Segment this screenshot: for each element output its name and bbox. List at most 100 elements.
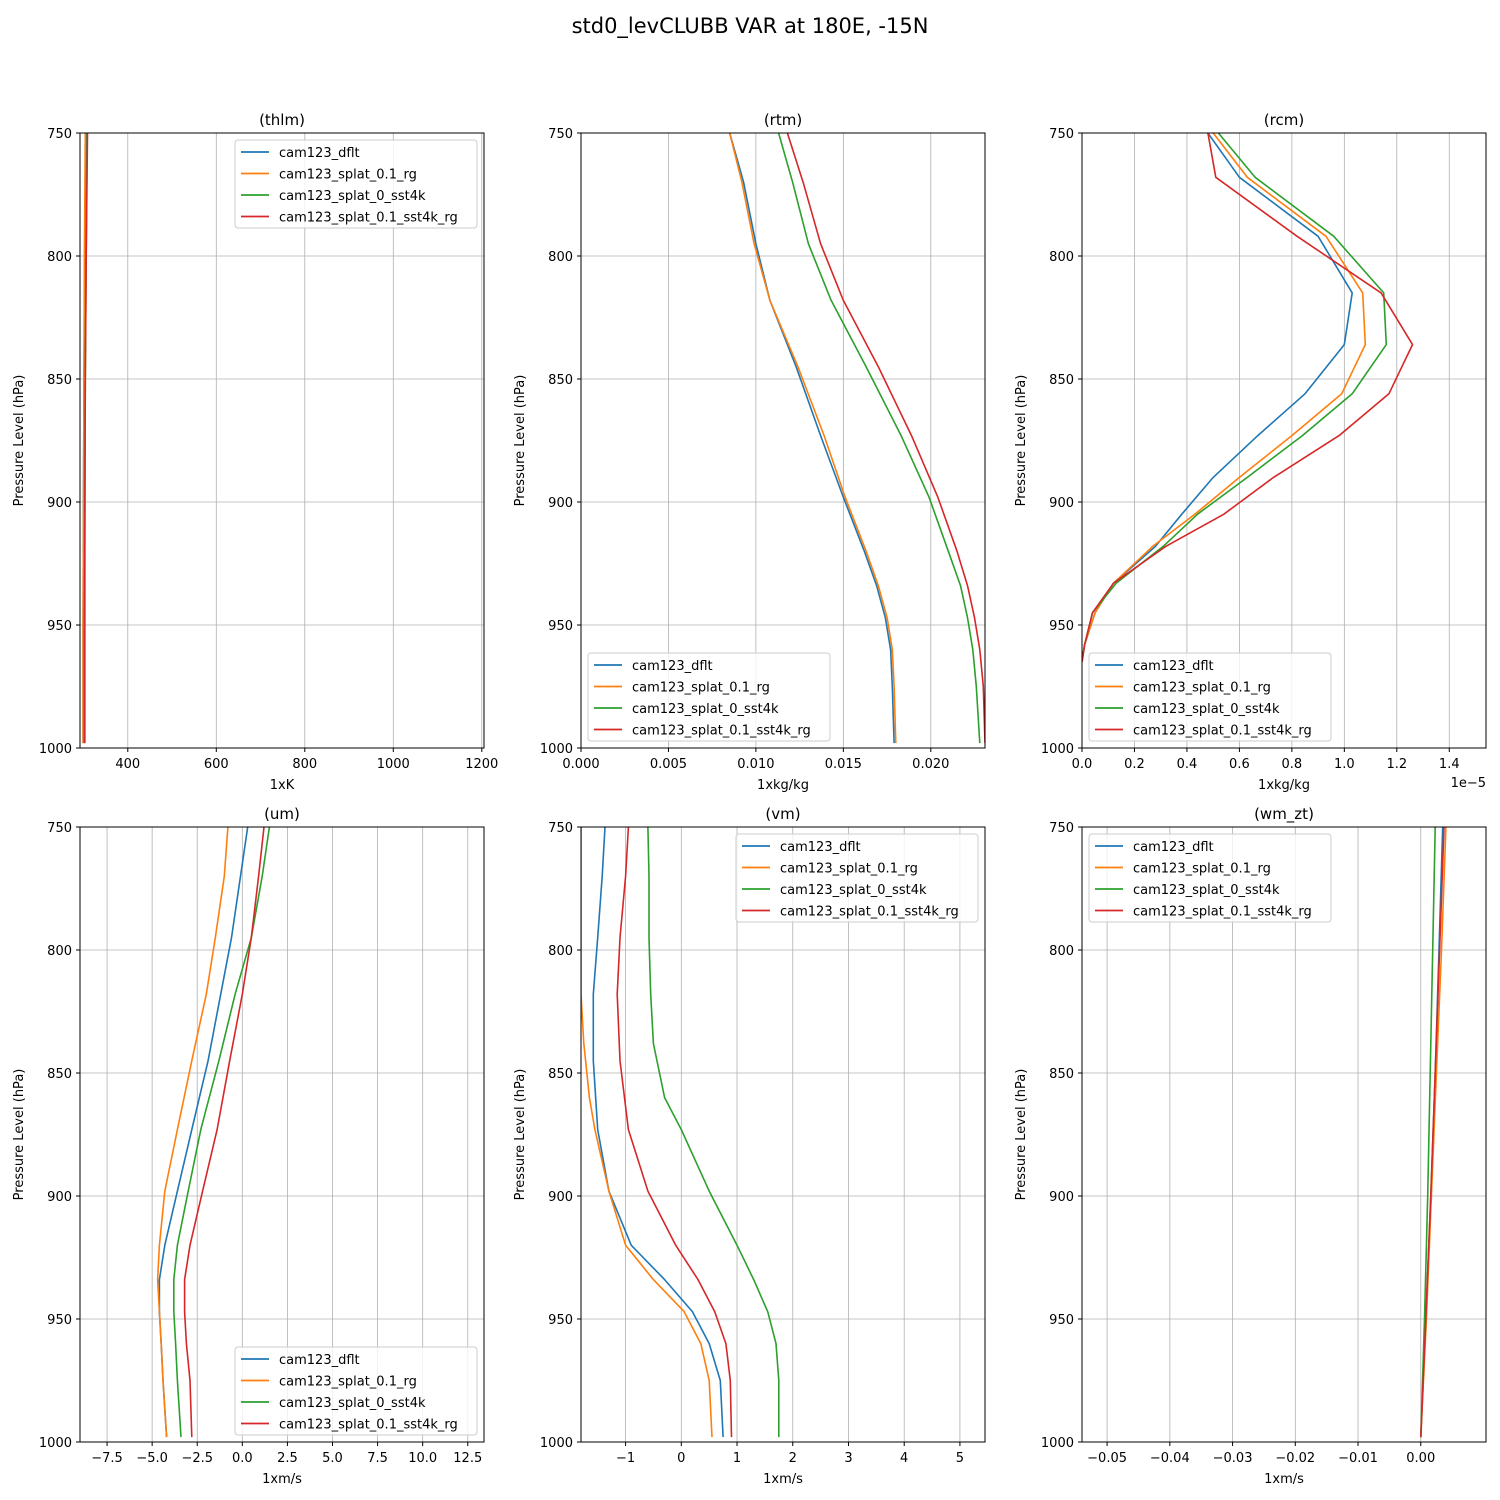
x-axis-label: 1xm/s — [262, 1472, 302, 1487]
y-tick-label: 800 — [548, 250, 573, 265]
x-tick-label: 0.005 — [650, 757, 687, 772]
legend-entry: cam123_dflt — [780, 840, 861, 855]
x-tick-label: 0.4 — [1177, 757, 1198, 772]
x-tick-label: 0.020 — [912, 757, 949, 772]
y-tick-label: 750 — [1049, 127, 1074, 142]
y-tick-label: 850 — [47, 1067, 72, 1082]
x-tick-label: 3 — [844, 1451, 852, 1466]
legend-entry: cam123_splat_0_sst4k — [1133, 883, 1280, 898]
legend-entry: cam123_dflt — [632, 659, 713, 674]
x-tick-label: −2.5 — [181, 1451, 213, 1466]
legend-entry: cam123_splat_0_sst4k — [279, 1396, 426, 1411]
series-line-cam123_splat_0_sst4k — [173, 827, 271, 1438]
x-tick-label: 1000 — [377, 757, 410, 772]
x-tick-label: 0.015 — [825, 757, 862, 772]
y-tick-label: 900 — [1049, 496, 1074, 511]
legend: cam123_dflt cam123_splat_0.1_rg cam123_spl… — [587, 652, 831, 742]
y-tick-label: 750 — [47, 821, 72, 836]
axes-frame — [1081, 132, 1487, 749]
subplot-5: −1 0 1 2 3 4 5 750 800 850 900 950 1000 (vm) 1xm/s Pres… — [513, 805, 986, 1487]
series-line-cam123_dflt — [592, 827, 724, 1438]
legend-entry: cam123_dflt — [1133, 840, 1214, 855]
y-tick-label: 850 — [548, 1067, 573, 1082]
legend: cam123_dflt cam123_splat_0.1_rg cam123_spl… — [234, 1346, 478, 1436]
legend-box — [234, 139, 478, 229]
subplot-2: 0.000 0.005 0.010 0.015 0.020 750 800 850 900 950… — [513, 111, 986, 793]
legend-box — [1088, 652, 1332, 742]
legend-box — [1088, 833, 1332, 923]
legend: cam123_dflt cam123_splat_0.1_rg cam123_spl… — [234, 139, 478, 229]
legend-entry: cam123_splat_0.1_sst4k_rg — [279, 1418, 458, 1433]
subplot-6: −0.05 −0.04 −0.03 −0.02 −0.01 0.00 750 800 850 90… — [1014, 805, 1487, 1487]
legend-entry: cam123_splat_0_sst4k — [632, 702, 779, 717]
x-tick-label: 5.0 — [322, 1451, 343, 1466]
y-tick-label: 900 — [548, 496, 573, 511]
subplot-title: (vm) — [765, 805, 800, 823]
series-line-cam123_splat_0.1_sst4k_rg — [616, 827, 733, 1438]
subplot-1: 400 600 800 1000 1200 750 800 850 900 950 1000 (thl… — [12, 111, 498, 793]
legend-entry: cam123_dflt — [279, 1353, 360, 1368]
series-line-cam123_splat_0_sst4k — [1082, 133, 1388, 663]
series-group — [156, 827, 271, 1438]
subplot-title: (wm_zt) — [1254, 805, 1314, 824]
y-tick-label: 900 — [1049, 1190, 1074, 1205]
series-line-cam123_splat_0_sst4k — [1420, 827, 1436, 1438]
y-axis-label: Pressure Level (hPa) — [1014, 1069, 1029, 1201]
axes-frame — [1081, 826, 1487, 1443]
series-line-cam123_dflt — [728, 133, 895, 744]
y-tick-label: 750 — [1049, 821, 1074, 836]
y-tick-label: 1000 — [1041, 742, 1074, 757]
y-tick-label: 850 — [1049, 1067, 1074, 1082]
legend-entry: cam123_dflt — [279, 146, 360, 161]
x-tick-label: 0 — [677, 1451, 685, 1466]
y-tick-label: 750 — [47, 127, 72, 142]
y-tick-label: 750 — [548, 821, 573, 836]
x-tick-label: −0.04 — [1150, 1451, 1190, 1466]
y-tick-label: 800 — [548, 944, 573, 959]
series-line-cam123_dflt — [158, 827, 249, 1438]
y-tick-label: 750 — [548, 127, 573, 142]
legend-box — [587, 652, 831, 742]
y-tick-label: 1000 — [39, 742, 72, 757]
x-tick-label: 5 — [956, 1451, 964, 1466]
x-tick-label: 0.2 — [1124, 757, 1145, 772]
series-line-cam123_splat_0.1_sst4k_rg — [83, 133, 89, 744]
axes-frame — [79, 132, 485, 749]
y-tick-label: 950 — [47, 619, 72, 634]
y-tick-label: 1000 — [39, 1436, 72, 1451]
series-group — [82, 133, 89, 744]
y-tick-label: 1000 — [540, 742, 573, 757]
x-tick-label: 0.000 — [562, 757, 599, 772]
axes-frame — [79, 826, 485, 1443]
y-tick-label: 800 — [1049, 944, 1074, 959]
y-tick-label: 950 — [47, 1313, 72, 1328]
series-line-cam123_dflt — [1082, 133, 1353, 663]
y-axis-label: Pressure Level (hPa) — [513, 375, 528, 507]
x-tick-label: −0.05 — [1087, 1451, 1127, 1466]
legend-entry: cam123_splat_0.1_sst4k_rg — [632, 724, 811, 739]
y-tick-label: 850 — [1049, 373, 1074, 388]
x-tick-label: 1.0 — [1334, 757, 1355, 772]
legend-entry: cam123_splat_0.1_rg — [780, 862, 918, 877]
x-axis-label: 1xkg/kg — [1258, 778, 1310, 793]
legend-entry: cam123_splat_0_sst4k — [1133, 702, 1280, 717]
legend-entry: cam123_splat_0.1_rg — [279, 168, 417, 183]
subplot-title: (rtm) — [764, 111, 802, 129]
y-tick-label: 800 — [47, 250, 72, 265]
x-tick-label: 2 — [789, 1451, 797, 1466]
series-line-cam123_splat_0.1_rg — [82, 133, 87, 744]
legend-entry: cam123_splat_0.1_sst4k_rg — [1133, 905, 1312, 920]
legend-entry: cam123_splat_0.1_sst4k_rg — [1133, 724, 1312, 739]
series-line-cam123_splat_0.1_sst4k_rg — [1420, 827, 1445, 1438]
y-tick-label: 950 — [1049, 619, 1074, 634]
subplot-title: (um) — [264, 805, 300, 823]
series-line-cam123_splat_0_sst4k — [777, 133, 981, 744]
y-tick-label: 800 — [1049, 250, 1074, 265]
x-offset-label: 1e−5 — [1451, 776, 1486, 791]
legend-box — [234, 1346, 478, 1436]
legend: cam123_dflt cam123_splat_0.1_rg cam123_spl… — [1088, 652, 1332, 742]
x-tick-label: 800 — [292, 757, 317, 772]
x-tick-label: 0.00 — [1406, 1451, 1435, 1466]
x-tick-label: 1.2 — [1386, 757, 1407, 772]
